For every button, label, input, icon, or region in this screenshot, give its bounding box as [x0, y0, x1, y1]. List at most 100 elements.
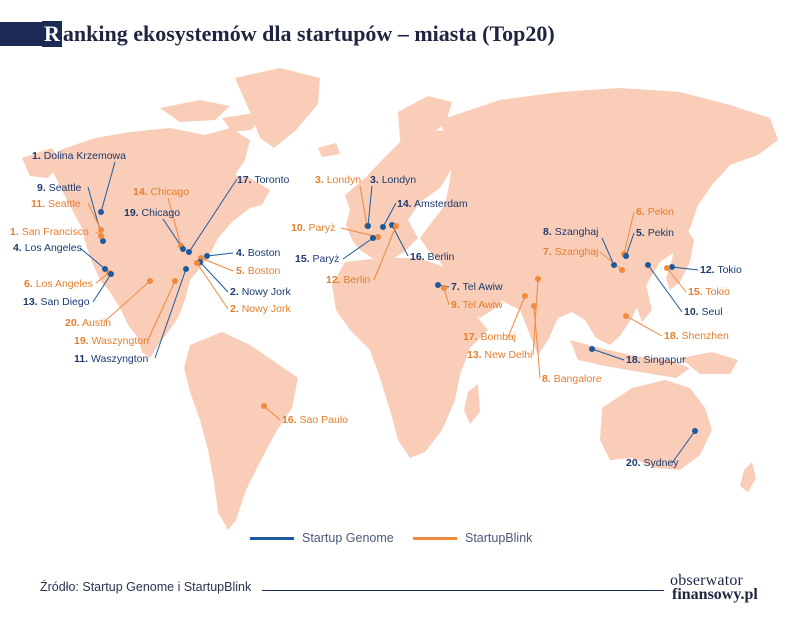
label-paris-sg: 15. Paryż	[295, 253, 339, 265]
leader-line-l7	[92, 273, 112, 303]
label-toronto-sg: 17. Toronto	[237, 174, 290, 186]
city-dot-l13	[186, 249, 192, 255]
city-dot-l8	[147, 278, 153, 284]
new-zealand	[740, 462, 756, 492]
label-new-york-sb: 2. Nowy Jork	[230, 303, 291, 315]
leader-line-l5	[79, 247, 106, 270]
label-seattle-sb: 11. Seattle	[31, 198, 81, 210]
label-boston-sg: 4. Boston	[236, 247, 281, 259]
legend-swatch-orange	[413, 536, 457, 540]
map-labels: 1. Dolina Krzemowa 9. Seattle 11. Seattl…	[10, 150, 742, 469]
leader-line-l23	[342, 237, 374, 260]
leader-line-l8	[103, 280, 151, 323]
footer-divider	[262, 590, 664, 591]
new-guinea	[680, 352, 738, 374]
leader-line-l18	[263, 405, 281, 421]
city-dot-l28	[522, 293, 528, 299]
iceland	[318, 143, 340, 157]
logo-line-2: finansowy.pl	[672, 586, 758, 603]
city-dot-l30	[531, 303, 537, 309]
city-dot-l29	[535, 276, 541, 282]
madagascar	[464, 384, 480, 424]
label-chicago-sb: 14. Chicago	[133, 186, 189, 198]
leader-line-l29	[532, 278, 539, 356]
title-text: anking ekosystemów dla startupów – miast…	[62, 21, 555, 46]
label-los-angeles-sb: 6. Los Angeles	[24, 278, 93, 290]
leader-line-l14	[206, 252, 234, 257]
city-dot-l37	[645, 262, 651, 268]
city-dot-l17	[194, 260, 200, 266]
city-dot-l3	[98, 227, 104, 233]
leader-line-l15	[200, 257, 234, 272]
europe	[345, 130, 468, 262]
city-dot-l5	[102, 266, 108, 272]
city-dot-l2	[100, 238, 106, 244]
city-dot-l4	[98, 233, 104, 239]
alaska	[22, 148, 62, 178]
label-paris-sb: 10. Paryż	[291, 222, 335, 234]
leader-line-l3	[87, 202, 102, 231]
label-seattle-sg: 9. Seattle	[37, 182, 82, 194]
city-dot-l35	[669, 264, 675, 270]
leader-line-l20	[367, 185, 373, 227]
city-dot-l20	[365, 223, 371, 229]
asia	[420, 88, 778, 355]
legend-label-startup-genome: Startup Genome	[302, 531, 394, 545]
label-tel-aviv-sb: 9. Tel Awiw	[451, 299, 503, 311]
leader-line-l1	[100, 161, 116, 213]
city-dot-l36	[664, 265, 670, 271]
label-mumbai-sb: 17. Bombaj	[463, 331, 516, 343]
logo-line-1: obserwator	[670, 572, 744, 589]
label-tokyo-sb: 15. Tokio	[688, 286, 730, 298]
leader-line-l11	[167, 197, 182, 247]
city-dot-l22	[375, 234, 381, 240]
label-washington-sb: 19. Waszyngton	[74, 335, 149, 347]
leader-line-l30	[533, 305, 541, 379]
city-dot-l7	[108, 271, 114, 277]
leader-line-l38	[625, 315, 663, 337]
landmasses	[22, 68, 778, 530]
label-singapore-sg: 18. Singapur	[626, 354, 686, 366]
city-dot-l14	[204, 253, 210, 259]
leader-line-l9	[147, 280, 176, 341]
leader-line-l19	[359, 185, 368, 227]
label-boston-sb: 5. Boston	[236, 265, 281, 277]
label-los-angeles-sg: 4. Los Angeles	[13, 242, 82, 254]
city-dot-l34	[623, 253, 629, 259]
legend-swatch-blue	[250, 536, 294, 540]
city-dot-l27	[441, 285, 447, 291]
label-london-sg: 3. Londyn	[370, 174, 416, 186]
label-sydney-sg: 20. Sydney	[626, 457, 679, 469]
label-sao-paulo-sb: 16. Sao Paulo	[282, 414, 348, 426]
city-dot-l40	[692, 428, 698, 434]
label-austin-sb: 20. Austin	[65, 317, 111, 329]
leader-line-l33	[623, 211, 635, 255]
leader-line-l37	[647, 264, 683, 313]
label-amsterdam-sg: 14. Amsterdam	[397, 198, 468, 210]
leader-line-l39	[591, 348, 625, 361]
city-dot-l9	[172, 278, 178, 284]
city-dot-l32	[619, 267, 625, 273]
leader-line-l28	[507, 295, 526, 338]
legend-startup-genome: Startup Genome	[250, 531, 394, 545]
label-tokyo-sg: 12. Tokio	[700, 264, 742, 276]
legend-startupblink: StartupBlink	[413, 531, 532, 545]
legend-label-startupblink: StartupBlink	[465, 531, 533, 545]
leader-line-l32	[599, 251, 623, 271]
leader-line-l35	[671, 266, 699, 271]
source-note: Źródło: Startup Genome i StartupBlink	[40, 580, 252, 594]
publisher-logo: obserwator finansowy.pl	[670, 572, 758, 603]
label-london-sb: 3. Londyn	[315, 174, 361, 186]
label-beijing-sg: 5. Pekin	[636, 227, 674, 239]
uk	[354, 186, 370, 216]
label-new-york-sg: 2. Nowy Jork	[230, 286, 291, 298]
label-berlin-sg: 16. Berlin	[410, 251, 455, 263]
city-dot-l1	[98, 209, 104, 215]
city-dot-l23	[370, 235, 376, 241]
city-dot-l26	[435, 282, 441, 288]
label-washington-sg: 11. Waszyngton	[74, 353, 148, 365]
leader-line-l10	[154, 268, 187, 359]
city-dot-l39	[589, 346, 595, 352]
leader-line-l25	[373, 225, 397, 281]
